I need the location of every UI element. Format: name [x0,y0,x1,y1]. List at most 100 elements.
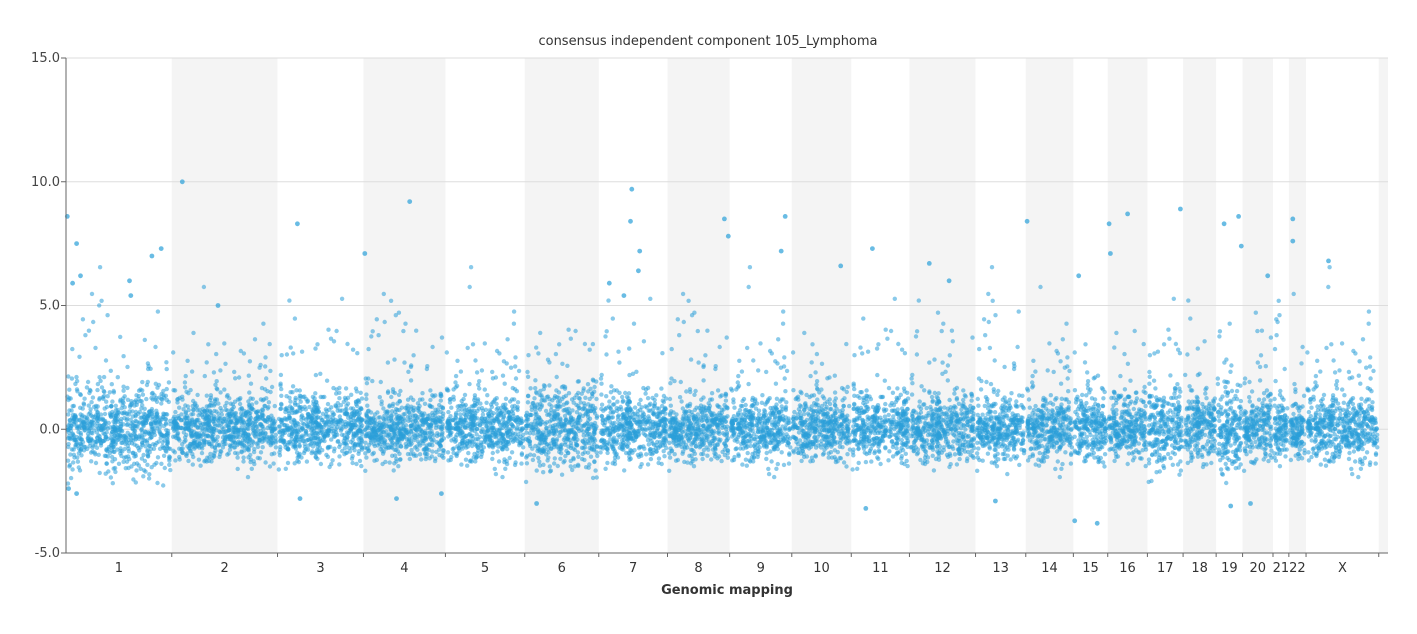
data-point [690,313,694,317]
data-point [116,408,120,412]
data-point [235,451,239,455]
data-point [439,398,443,402]
data-point [391,387,395,391]
data-point [674,459,678,463]
data-point [716,388,720,392]
data-point [471,342,475,346]
data-point [475,454,479,458]
data-point [644,452,648,456]
data-point [403,406,407,410]
data-point [589,409,593,413]
data-point [66,412,70,416]
data-point [233,376,237,380]
data-point [375,317,379,321]
data-point [581,388,585,392]
data-point [294,439,298,443]
data-point [513,460,517,464]
data-point [748,265,752,269]
data-point [415,429,419,433]
data-point [368,435,372,439]
data-point [591,435,595,439]
data-point [303,405,307,409]
data-point [299,418,303,422]
data-point [436,418,440,422]
data-point [241,459,245,463]
data-point [89,459,93,463]
data-point [216,418,220,422]
data-point [144,397,148,401]
data-point [504,397,508,401]
data-point [284,394,288,398]
data-point [616,433,620,437]
data-point [581,452,585,456]
data-point [331,431,335,435]
data-point [270,424,274,428]
data-point [114,404,118,408]
data-point [345,412,349,416]
data-point [300,413,304,417]
data-point [197,458,201,462]
data-point [146,361,150,365]
data-point [87,329,91,333]
data-point [263,364,267,368]
data-point [604,394,608,398]
data-point [701,365,705,369]
data-point [401,435,405,439]
data-point [147,472,151,476]
data-point [97,375,101,379]
data-point [85,426,89,430]
data-point [215,397,219,401]
data-point [487,443,491,447]
data-point [434,426,438,430]
data-point [200,413,204,417]
data-point [588,348,592,352]
data-point [613,462,617,466]
data-point [301,427,305,431]
data-point [190,369,194,373]
data-point [430,345,434,349]
data-point [376,333,380,337]
data-point [381,452,385,456]
data-point [406,452,410,456]
data-point [600,432,604,436]
data-point [708,398,712,402]
data-point [174,436,178,440]
data-point [397,408,401,412]
data-point [263,419,267,423]
data-point [83,333,87,337]
data-point [346,402,350,406]
data-point [415,433,419,437]
data-point [222,341,226,345]
data-point [230,434,234,438]
data-point [293,403,297,407]
data-point [608,420,612,424]
data-point [526,417,530,421]
data-point [607,404,611,408]
data-point [143,338,147,342]
data-point [173,458,177,462]
data-point [103,412,107,416]
data-point [577,429,581,433]
data-point [430,439,434,443]
data-point [127,434,131,438]
data-point [583,342,587,346]
data-point [334,329,338,333]
data-point [519,461,523,465]
data-point [212,453,216,457]
data-point [96,382,100,386]
data-point [417,441,421,445]
data-point [567,391,571,395]
data-point [409,423,413,427]
data-point [390,424,394,428]
data-point [611,415,615,419]
data-point [326,328,330,332]
data-point [645,434,649,438]
data-point [236,467,240,471]
data-point [247,390,251,394]
data-point [250,467,254,471]
data-point [465,464,469,468]
data-point [192,423,196,427]
data-point [463,393,467,397]
data-point [501,447,505,451]
data-point [110,459,114,463]
